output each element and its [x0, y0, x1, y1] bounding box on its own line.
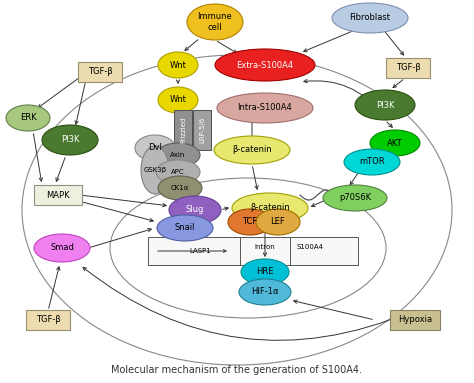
Text: Wnt: Wnt	[170, 61, 186, 69]
Text: AKT: AKT	[387, 139, 403, 147]
Ellipse shape	[6, 105, 50, 131]
Text: CK1α: CK1α	[171, 185, 189, 191]
Text: HIF-1α: HIF-1α	[251, 288, 279, 296]
Ellipse shape	[256, 209, 300, 235]
Text: LASP1: LASP1	[189, 248, 211, 254]
Text: APC: APC	[171, 169, 185, 175]
Ellipse shape	[141, 146, 169, 194]
Ellipse shape	[135, 135, 175, 161]
Ellipse shape	[215, 49, 315, 81]
Text: LEF: LEF	[271, 218, 285, 226]
Text: Intra-S100A4: Intra-S100A4	[237, 103, 292, 113]
Ellipse shape	[332, 3, 408, 33]
Text: p70S6K: p70S6K	[339, 193, 371, 203]
Text: Fibroblast: Fibroblast	[349, 13, 391, 23]
Text: mTOR: mTOR	[359, 157, 385, 167]
FancyBboxPatch shape	[390, 310, 440, 330]
Ellipse shape	[157, 215, 213, 241]
Text: PI3K: PI3K	[376, 100, 394, 110]
Text: ERK: ERK	[20, 113, 36, 123]
Text: Dvl: Dvl	[148, 144, 162, 152]
Text: Intron: Intron	[255, 244, 275, 250]
Text: Immune
cell: Immune cell	[198, 12, 232, 32]
Text: HRE: HRE	[256, 267, 274, 277]
FancyBboxPatch shape	[148, 237, 358, 265]
Text: MAPK: MAPK	[46, 190, 70, 200]
Text: Molecular mechanism of the generation of S100A4.: Molecular mechanism of the generation of…	[111, 365, 363, 375]
FancyBboxPatch shape	[34, 185, 82, 205]
Text: Wnt: Wnt	[170, 95, 186, 105]
Ellipse shape	[187, 4, 243, 40]
FancyBboxPatch shape	[26, 310, 70, 330]
Ellipse shape	[158, 176, 202, 200]
FancyBboxPatch shape	[193, 110, 211, 150]
Text: TGF-β: TGF-β	[88, 67, 112, 77]
Ellipse shape	[214, 136, 290, 164]
Ellipse shape	[169, 196, 221, 224]
Text: TGF-β: TGF-β	[396, 64, 420, 72]
Text: Snail: Snail	[175, 224, 195, 232]
Ellipse shape	[156, 143, 200, 167]
FancyBboxPatch shape	[386, 58, 430, 78]
Ellipse shape	[158, 52, 198, 78]
Ellipse shape	[156, 160, 200, 184]
Text: Frizzled: Frizzled	[180, 117, 186, 143]
Text: Slug: Slug	[186, 206, 204, 214]
Text: TCF: TCF	[242, 218, 258, 226]
Text: Extra-S100A4: Extra-S100A4	[237, 61, 293, 69]
Ellipse shape	[42, 125, 98, 155]
Ellipse shape	[34, 234, 90, 262]
FancyBboxPatch shape	[78, 62, 122, 82]
Ellipse shape	[370, 130, 420, 156]
Ellipse shape	[239, 279, 291, 305]
Ellipse shape	[241, 259, 289, 285]
Ellipse shape	[355, 90, 415, 120]
Text: β-catenin: β-catenin	[250, 203, 290, 213]
Ellipse shape	[158, 87, 198, 113]
Text: Axin: Axin	[170, 152, 186, 158]
Text: TGF-β: TGF-β	[36, 316, 60, 324]
Ellipse shape	[228, 209, 272, 235]
Ellipse shape	[344, 149, 400, 175]
Text: GSK3β: GSK3β	[144, 167, 166, 173]
Ellipse shape	[217, 93, 313, 123]
Text: Smad: Smad	[50, 244, 74, 252]
Ellipse shape	[232, 193, 308, 223]
Text: β-catenin: β-catenin	[232, 146, 272, 154]
Text: PI3K: PI3K	[61, 136, 79, 144]
Text: LRP-5/6: LRP-5/6	[199, 117, 205, 143]
Ellipse shape	[323, 185, 387, 211]
FancyBboxPatch shape	[174, 110, 192, 150]
Text: Hypoxia: Hypoxia	[398, 316, 432, 324]
Text: S100A4: S100A4	[297, 244, 323, 250]
